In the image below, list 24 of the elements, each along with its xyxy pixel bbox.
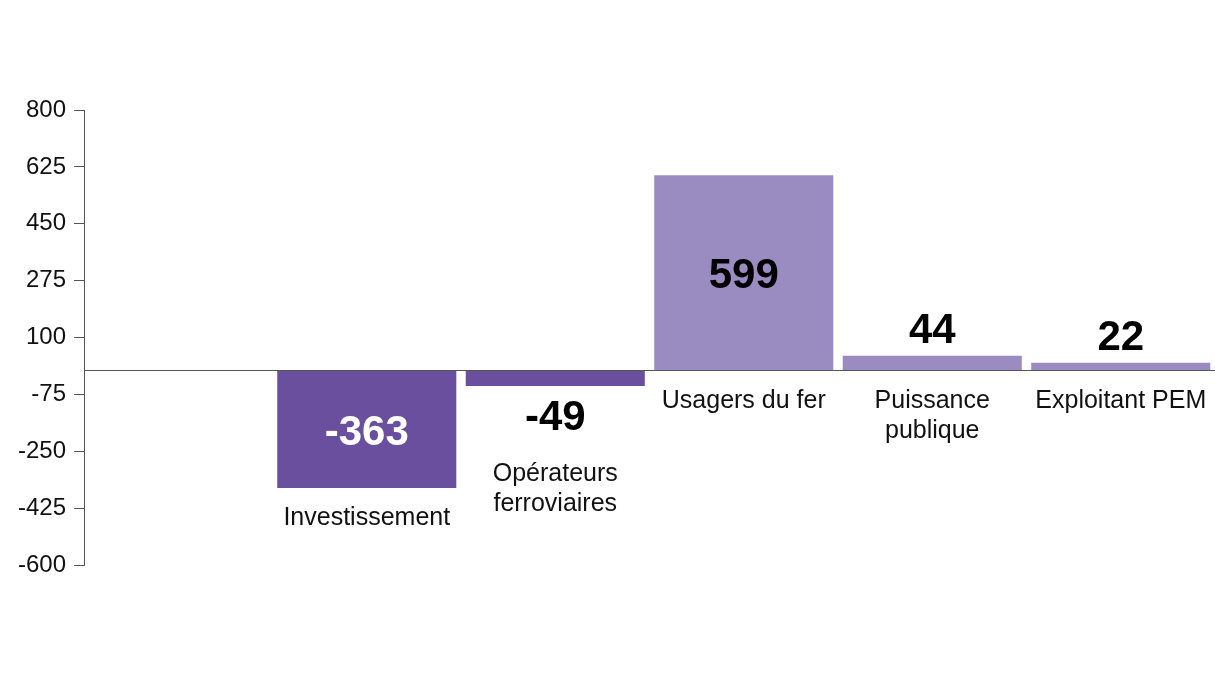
bar xyxy=(654,175,834,370)
y-tick-label: 450 xyxy=(25,208,67,236)
y-tick-label: 625 xyxy=(25,151,67,179)
data-label: 44 xyxy=(908,305,957,353)
x-tick-label: Investissement xyxy=(283,502,451,531)
x-tick-label: Puissance publique xyxy=(874,384,990,443)
data-label: 22 xyxy=(1097,312,1145,360)
data-label: -49 xyxy=(524,391,586,439)
y-tick-label: 800 xyxy=(25,94,67,122)
x-tick-label: Opérateurs ferroviaires xyxy=(492,458,618,517)
data-label: 599 xyxy=(708,250,779,298)
bar xyxy=(1031,362,1211,370)
y-tick-label: 100 xyxy=(25,322,67,350)
bar xyxy=(277,370,457,488)
x-tick-label: Usagers du fer xyxy=(661,384,826,413)
y-tick-label: -600 xyxy=(17,549,67,577)
y-tick-label: -250 xyxy=(17,435,67,463)
y-tick-label: -425 xyxy=(17,492,67,520)
bar xyxy=(842,355,1022,370)
x-tick-label: Exploitant PEM xyxy=(1035,384,1207,413)
bar xyxy=(465,370,645,386)
y-tick-label: -75 xyxy=(31,379,67,406)
data-label: -363 xyxy=(324,406,409,454)
y-tick-label: 275 xyxy=(25,265,67,293)
